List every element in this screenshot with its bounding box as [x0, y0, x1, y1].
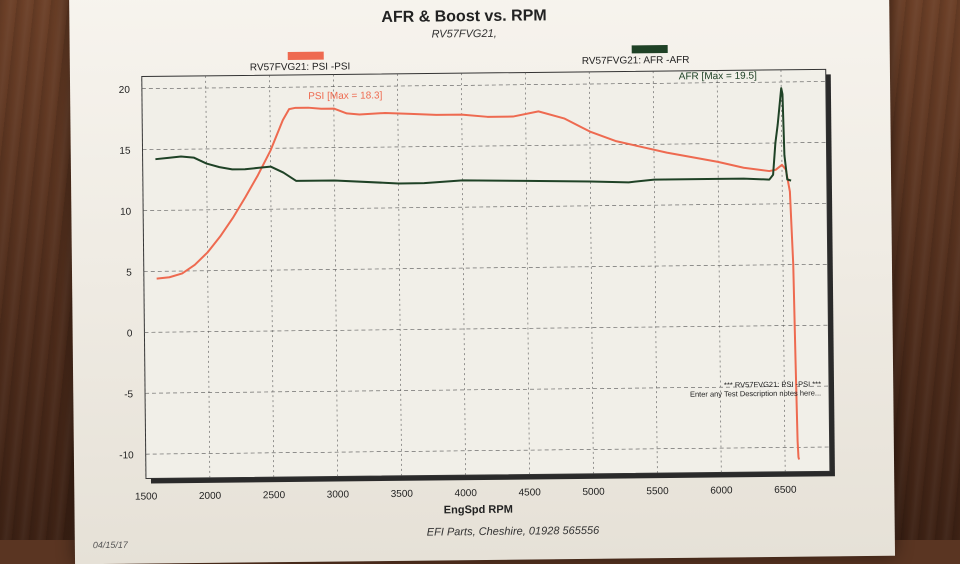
y-tick-label: -5: [124, 389, 133, 400]
y-tick-label: 5: [126, 268, 132, 279]
x-grid-line: [588, 71, 594, 474]
y-grid-line: [145, 446, 830, 455]
x-tick-label: 3500: [391, 489, 414, 500]
y-grid-line: [144, 324, 829, 333]
y-grid-line: [143, 263, 828, 272]
y-grid-line: [145, 385, 830, 394]
x-axis-label: EngSpd RPM: [444, 504, 513, 517]
plot-area: [141, 68, 831, 480]
x-grid-line: [524, 72, 530, 475]
y-axis-ticks: -10 -5 0 5 10 15 20: [119, 85, 135, 462]
x-grid-line: [716, 70, 722, 473]
x-tick-label: 4000: [455, 488, 478, 499]
x-tick-label: 4500: [518, 487, 541, 498]
x-grid-line: [205, 75, 211, 478]
x-tick-label: 2000: [199, 491, 222, 502]
x-tick-label: 6000: [710, 485, 733, 496]
x-grid-line: [461, 73, 466, 476]
y-tick-label: 0: [127, 328, 133, 339]
chart-svg: -10 -5 0 5 10 15 20 1500 2000 2500 3000 3500 4000 45…: [119, 68, 835, 517]
x-tick-label: 6500: [774, 485, 797, 496]
test-note-title: *** RV57FVG21: PSI -PSI ***: [724, 379, 821, 389]
y-tick-label: 15: [119, 146, 131, 157]
afr-max-annotation: AFR [Max = 19.5]: [679, 71, 757, 83]
print-date: 04/15/17: [92, 539, 128, 551]
x-tick-label: 5000: [582, 487, 605, 498]
psi-series-line: [156, 106, 801, 460]
afr-series-line: [155, 87, 792, 185]
test-note-description: Enter any Test Description notes here...: [690, 388, 821, 398]
grid-lines: [141, 69, 830, 479]
x-grid-line: [141, 76, 147, 479]
series-lines: [155, 87, 801, 460]
x-tick-label: 3000: [327, 489, 350, 500]
x-tick-label: 2500: [263, 490, 286, 501]
x-grid-line: [652, 71, 658, 474]
y-tick-label: 20: [119, 85, 131, 96]
y-tick-label: 10: [120, 207, 132, 218]
x-tick-label: 5500: [646, 486, 669, 497]
x-axis-ticks: 1500 2000 2500 3000 3500 4000 4500 5000 5500 6000…: [135, 485, 797, 503]
x-grid-line: [269, 75, 275, 478]
y-grid-line: [142, 142, 827, 150]
y-grid-line: [143, 203, 828, 211]
x-tick-label: 1500: [135, 491, 158, 502]
y-tick-label: -10: [119, 450, 134, 461]
y-grid-line: [141, 81, 826, 90]
x-grid-line: [333, 74, 339, 477]
x-grid-line: [780, 69, 786, 472]
x-grid-line: [397, 73, 402, 476]
psi-max-annotation: PSI [Max = 18.3]: [308, 90, 383, 102]
